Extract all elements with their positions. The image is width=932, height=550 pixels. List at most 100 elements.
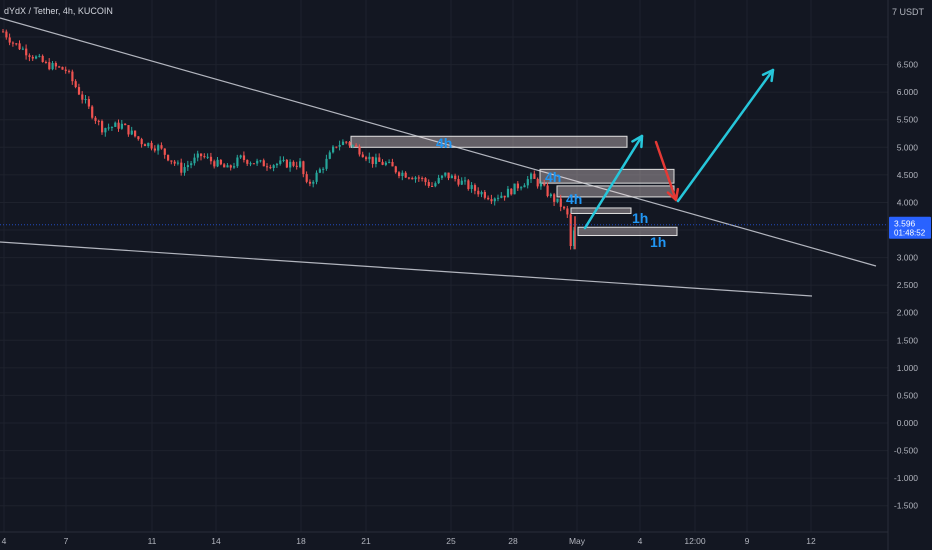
time-tick-label: 11 — [148, 536, 157, 546]
candle-body — [252, 163, 255, 165]
candle-body — [480, 191, 483, 195]
candle-body — [266, 166, 269, 168]
trendline-lower[interactable] — [0, 241, 813, 297]
zone-box[interactable] — [577, 226, 678, 237]
candle-body — [2, 31, 5, 33]
candle-body — [5, 31, 8, 38]
candle-body — [117, 122, 120, 129]
projection-arrow-down[interactable] — [654, 140, 678, 202]
candle-body — [341, 141, 345, 145]
candle-body — [163, 148, 166, 155]
candle-body — [292, 161, 295, 166]
candle-body — [299, 161, 302, 167]
candle-body — [64, 69, 67, 71]
candle-body — [374, 157, 378, 165]
candle-body — [74, 81, 77, 88]
candle-body — [411, 178, 414, 180]
price-tick-label: 0.000 — [897, 418, 919, 428]
candle-body — [8, 37, 11, 43]
candle-body — [569, 214, 572, 247]
projection-arrow-up[interactable] — [583, 134, 644, 230]
candle-body — [183, 167, 186, 173]
price-tick-label: 2.000 — [897, 308, 919, 318]
candle-body — [434, 183, 437, 187]
candle-body — [219, 159, 222, 165]
projection-arrow-up-2[interactable] — [676, 68, 775, 203]
time-axis[interactable]: 4 7 11 14 18 21 25 28 May 4 12:00 9 12 — [0, 531, 888, 546]
candle-body — [25, 48, 28, 56]
candle-body — [460, 180, 463, 185]
candle-body — [104, 128, 107, 133]
chart-title: dYdX / Tether, 4h, KUCOIN — [4, 6, 113, 16]
grid-lines — [0, 0, 888, 532]
candle-body — [147, 142, 150, 147]
candle-body — [473, 185, 477, 191]
candle-body — [31, 56, 34, 59]
projection-arrow-up-head — [631, 134, 644, 149]
price-tick-label: 0.500 — [897, 390, 919, 400]
price-axis[interactable]: 7 USDT6.5006.0005.5005.0004.5004.0003.50… — [887, 0, 931, 550]
candle-body — [120, 123, 123, 129]
candle-body — [256, 160, 259, 164]
candle-body — [77, 87, 81, 95]
price-axis-currency: 7 USDT — [892, 7, 925, 17]
zone-box[interactable] — [539, 168, 675, 184]
candle-body — [160, 145, 163, 149]
candle-body — [259, 160, 262, 162]
candle-body — [308, 181, 312, 184]
candle-body — [417, 177, 420, 179]
candle-body — [110, 126, 114, 128]
candle-body — [71, 71, 74, 82]
price-tick-label: -0.500 — [894, 446, 918, 456]
candle-body — [28, 55, 31, 57]
candle-body — [285, 159, 288, 168]
time-tick-label: 4 — [2, 536, 7, 546]
candle-body — [421, 177, 424, 179]
candle-body — [427, 182, 430, 186]
candle-body — [338, 144, 341, 147]
candle-body — [325, 158, 328, 169]
zone-label: 4h — [436, 135, 452, 151]
candle-body — [388, 161, 391, 163]
candle-body — [477, 190, 480, 195]
candle-body — [11, 42, 15, 44]
candle-body — [150, 142, 153, 149]
candle-body — [556, 198, 559, 202]
candle-body — [348, 142, 351, 146]
candle-body — [335, 146, 338, 148]
candle-body — [84, 99, 87, 101]
candle-body — [213, 161, 216, 167]
candle-body — [401, 172, 404, 177]
price-tick-label: 5.000 — [897, 142, 919, 152]
candle-body — [170, 160, 173, 162]
candle-body — [190, 163, 193, 166]
candle-body — [101, 121, 104, 133]
candle-body — [407, 177, 411, 179]
candle-body — [193, 157, 196, 164]
candle-body — [200, 153, 203, 157]
price-tick-label: 5.500 — [897, 115, 919, 125]
candle-body — [15, 43, 18, 45]
candle-body — [262, 160, 265, 167]
candle-body — [549, 194, 552, 197]
candle-body — [563, 206, 566, 209]
candle-body — [275, 163, 279, 166]
candle-body — [44, 61, 48, 63]
candle-body — [318, 169, 321, 173]
candle-body — [229, 165, 232, 168]
zone-box[interactable] — [570, 207, 632, 214]
candle-body — [464, 180, 467, 182]
candle-body — [295, 165, 298, 167]
candle-body — [137, 136, 140, 140]
candle-body — [450, 175, 453, 179]
candle-body — [124, 123, 127, 126]
zone-box[interactable] — [350, 135, 628, 148]
candlestick-series — [2, 29, 576, 250]
candle-body — [51, 63, 54, 70]
last-price-tag[interactable] — [889, 216, 931, 239]
projection-arrows[interactable] — [583, 68, 775, 230]
candle-countdown: 01:48:52 — [894, 229, 926, 238]
candle-body — [272, 165, 275, 168]
